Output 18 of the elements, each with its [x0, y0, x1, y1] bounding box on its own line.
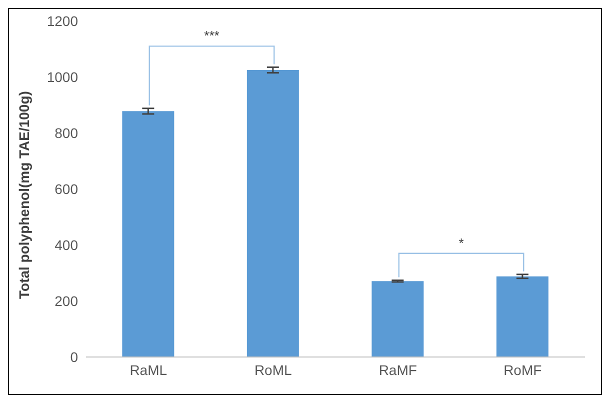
annotation: *	[458, 235, 464, 250]
x-tick-label: RaML	[130, 362, 168, 378]
y-tick-label: 1200	[46, 12, 78, 29]
y-tick-label: 600	[54, 180, 78, 197]
y-tick-label: 800	[54, 124, 78, 141]
bar	[122, 111, 174, 357]
bar	[246, 70, 299, 357]
y-tick-label: 200	[54, 292, 78, 309]
x-tick-label: RaMF	[378, 362, 417, 378]
annotation: ***	[204, 28, 220, 44]
y-tick-label: 1000	[46, 68, 78, 85]
x-tick-label: RoML	[254, 362, 292, 378]
y-tick-label: 0	[70, 348, 78, 365]
x-tick-label: RoMF	[504, 362, 542, 378]
y-axis-title: Total polyphenol(mg TAE/100g)	[16, 91, 32, 299]
bar	[372, 281, 424, 357]
y-tick-label: 400	[54, 236, 78, 253]
bar	[496, 276, 548, 357]
